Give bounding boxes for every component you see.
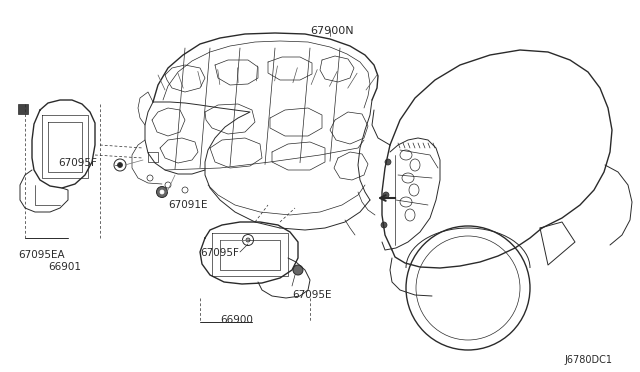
Text: 67091E: 67091E [168,200,207,210]
Text: 67095F: 67095F [200,248,239,258]
Circle shape [381,222,387,228]
Text: 67095F: 67095F [58,158,97,168]
Circle shape [157,186,168,198]
Circle shape [246,238,250,242]
Text: J6780DC1: J6780DC1 [564,355,612,365]
Circle shape [118,163,122,167]
Circle shape [243,234,253,246]
Circle shape [293,265,303,275]
Text: 67900N: 67900N [310,26,354,36]
Bar [18,104,28,114]
Circle shape [385,159,391,165]
Circle shape [114,159,126,171]
Text: 67095EA: 67095EA [18,250,65,260]
Text: 66901: 66901 [48,262,81,272]
Circle shape [383,192,389,198]
Text: 66900: 66900 [220,315,253,325]
Text: 67095E: 67095E [292,290,332,300]
Circle shape [160,190,164,194]
